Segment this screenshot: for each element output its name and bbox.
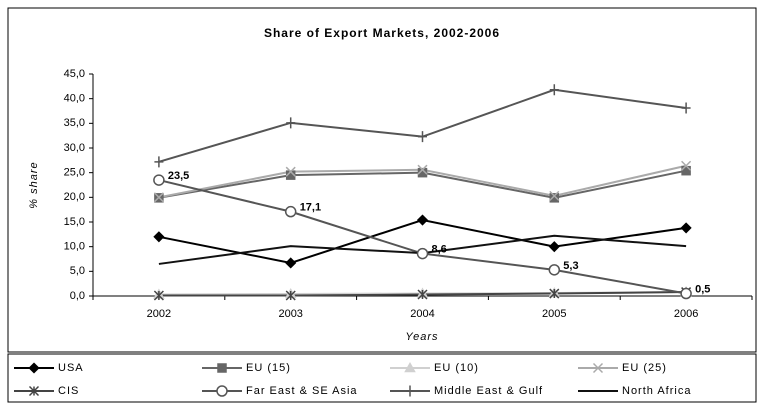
marker — [153, 231, 165, 243]
marker — [404, 361, 416, 373]
legend-item: CIS — [14, 385, 79, 397]
y-tick-label: 35,0 — [64, 117, 85, 129]
legend-label: Far East & SE Asia — [246, 385, 358, 397]
marker — [153, 290, 164, 301]
data-label: 23,5 — [168, 170, 189, 182]
marker — [153, 174, 165, 186]
legend-frame — [7, 353, 757, 403]
legend-item: EU (25) — [578, 362, 667, 374]
legend-item: Far East & SE Asia — [202, 385, 358, 397]
legend-label: EU (10) — [434, 362, 479, 374]
legend-label: Middle East & Gulf — [434, 385, 543, 397]
legend-item: North Africa — [578, 385, 691, 397]
x-tick-label: 2005 — [542, 308, 566, 320]
x-axis-title: Years — [405, 331, 438, 343]
marker — [680, 222, 692, 234]
legend-label: North Africa — [622, 385, 691, 397]
chart-title: Share of Export Markets, 2002-2006 — [264, 26, 500, 40]
data-label: 17,1 — [300, 202, 321, 214]
legend-item: EU (10) — [390, 361, 479, 374]
marker — [592, 362, 604, 374]
x-tick-label: 2002 — [147, 308, 171, 320]
y-tick-label: 25,0 — [64, 167, 85, 179]
marker — [28, 385, 40, 397]
marker — [28, 362, 40, 374]
marker — [417, 164, 428, 175]
marker — [154, 156, 164, 168]
legend-item: USA — [14, 362, 84, 374]
marker — [549, 288, 560, 299]
legend-item: Middle East & Gulf — [390, 385, 543, 397]
legend-label: CIS — [58, 385, 79, 397]
marker — [285, 166, 296, 177]
legend-item: EU (15) — [202, 362, 291, 374]
marker — [548, 241, 560, 253]
marker — [405, 385, 415, 397]
marker — [286, 117, 296, 129]
marker — [217, 363, 227, 373]
marker — [284, 205, 297, 218]
marker — [285, 257, 297, 269]
y-tick-label: 40,0 — [64, 93, 85, 105]
y-tick-label: 5,0 — [70, 265, 85, 277]
y-tick-label: 15,0 — [64, 216, 85, 228]
y-tick-label: 30,0 — [64, 142, 85, 154]
marker — [680, 287, 692, 300]
y-tick-label: 45,0 — [64, 68, 85, 80]
marker — [549, 190, 560, 201]
legend-label: USA — [58, 362, 84, 374]
y-tick-label: 0,0 — [70, 290, 85, 302]
marker — [153, 192, 164, 203]
legend-label: EU (15) — [246, 362, 291, 374]
x-tick-label: 2006 — [674, 308, 698, 320]
marker — [681, 160, 692, 171]
y-tick-label: 20,0 — [64, 191, 85, 203]
marker — [549, 193, 560, 203]
x-tick-label: 2003 — [278, 308, 302, 320]
marker — [216, 385, 228, 397]
data-label: 8,6 — [432, 243, 447, 255]
marker — [418, 131, 427, 143]
marker — [416, 247, 429, 260]
marker — [548, 264, 561, 276]
data-label: 5,3 — [563, 260, 578, 272]
y-axis-title: % share — [28, 161, 40, 208]
data-label: 0,5 — [695, 283, 710, 295]
marker — [549, 84, 559, 96]
marker — [417, 289, 428, 300]
legend-label: EU (25) — [622, 362, 667, 374]
x-tick-label: 2004 — [410, 308, 434, 320]
y-tick-label: 10,0 — [64, 241, 85, 253]
marker — [285, 290, 296, 301]
marker — [416, 214, 429, 226]
marker — [681, 102, 691, 114]
